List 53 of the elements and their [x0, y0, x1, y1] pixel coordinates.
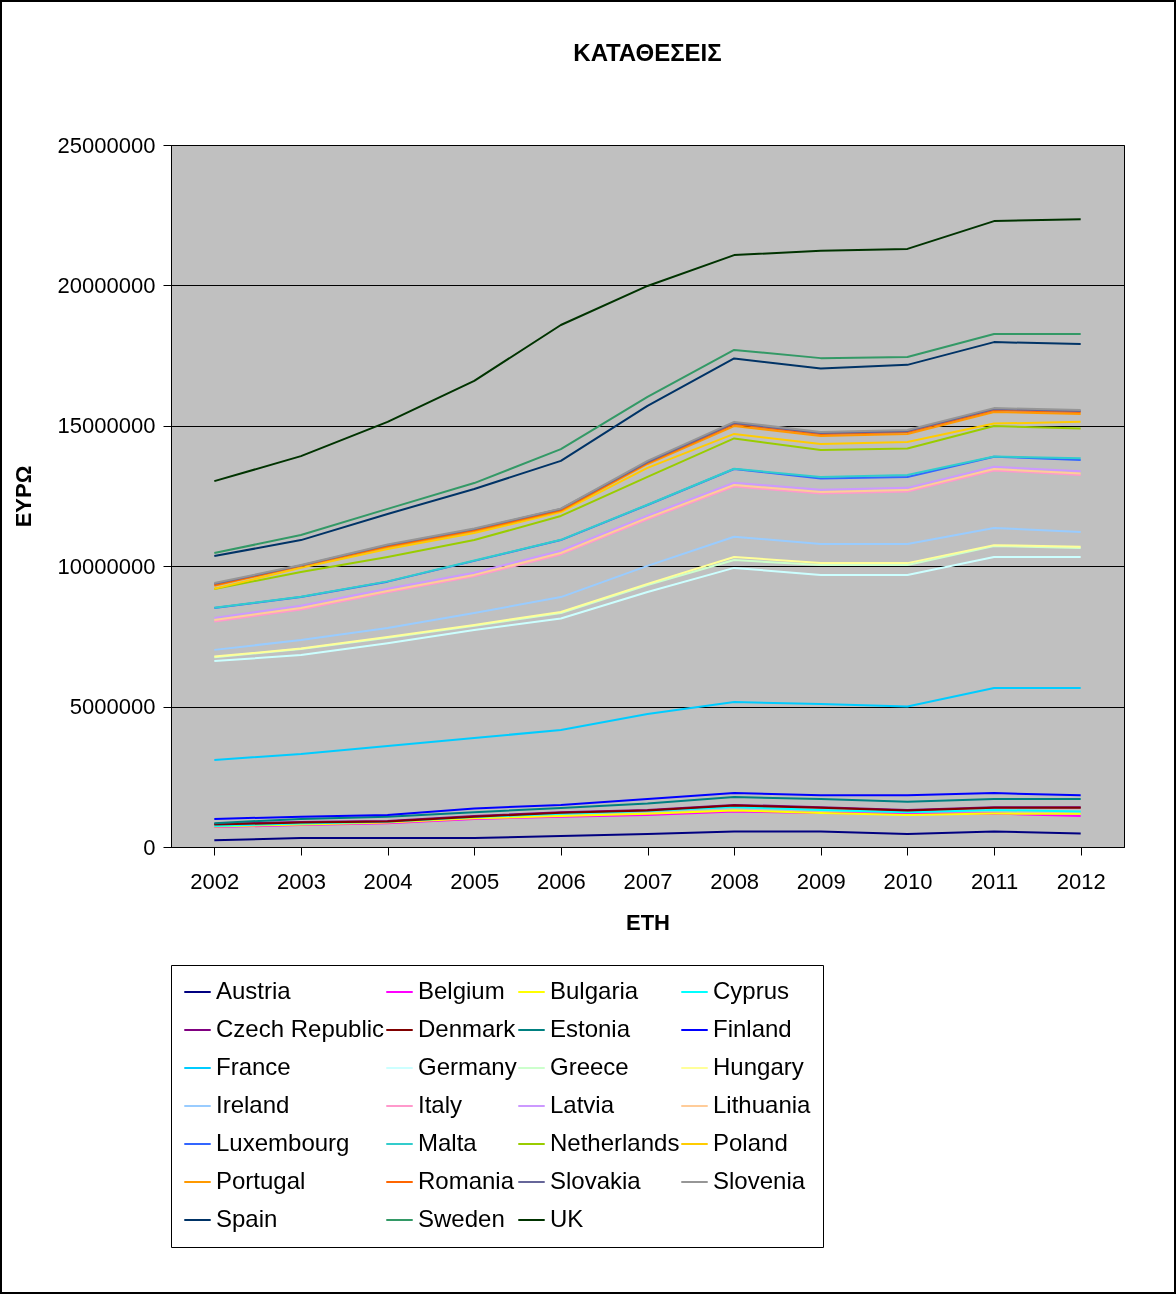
- line-series: [213, 687, 1082, 761]
- legend-label: Poland: [713, 1129, 788, 1156]
- x-tick-label: 2008: [710, 868, 760, 894]
- legend-label: Luxembourg: [216, 1129, 350, 1156]
- x-tick-label: 2005: [450, 868, 500, 894]
- line-series: [213, 796, 1082, 825]
- legend-label: Germany: [418, 1053, 517, 1080]
- legend-label: Denmark: [418, 1015, 517, 1042]
- legend-label: Spain: [216, 1205, 278, 1232]
- legend-label: Romania: [418, 1167, 515, 1194]
- x-tick-label: 2002: [190, 868, 240, 894]
- legend-label: Malta: [418, 1129, 478, 1156]
- legend-label: Slovakia: [550, 1167, 642, 1194]
- legend-label: Netherlands: [550, 1129, 680, 1156]
- legend-label: Belgium: [418, 977, 505, 1004]
- x-tick-label: 2004: [363, 868, 413, 894]
- y-tick-label: 10000000: [57, 553, 156, 579]
- line-series: [213, 218, 1082, 483]
- line-series: [213, 830, 1082, 842]
- x-tick-label: 2009: [796, 868, 846, 894]
- legend-label: UK: [550, 1205, 584, 1232]
- x-tick-label: 2012: [1056, 868, 1106, 894]
- x-tick-label: 2006: [536, 868, 586, 894]
- y-tick-label: 0: [143, 834, 156, 860]
- line-series: [213, 792, 1082, 820]
- legend-label: Latvia: [550, 1091, 615, 1118]
- legend-label: Portugal: [216, 1167, 306, 1194]
- legend-label: Cyprus: [713, 977, 790, 1004]
- y-tick-label: 5000000: [69, 694, 156, 720]
- chart-title: ΚΑΤΑΘΕΣΕΙΣ: [573, 39, 722, 66]
- x-tick-label: 2011: [970, 868, 1019, 894]
- legend-label: Lithuania: [713, 1091, 812, 1118]
- x-tick-label: 2010: [883, 868, 933, 894]
- legend-label: Slovenia: [713, 1167, 806, 1194]
- legend-label: Estonia: [550, 1015, 631, 1042]
- legend-label: Sweden: [418, 1205, 505, 1232]
- legend-label: Finland: [713, 1015, 792, 1042]
- legend-label: Hungary: [713, 1053, 804, 1080]
- legend-label: Bulgaria: [550, 977, 639, 1004]
- x-axis-title: ΕΤΗ: [626, 909, 670, 935]
- y-tick-label: 20000000: [57, 272, 156, 298]
- legend-label: Austria: [216, 977, 292, 1004]
- legend-label: Czech Republic: [216, 1015, 385, 1042]
- y-axis-title: ΕΥΡΩ: [10, 465, 36, 528]
- legend-label: Greece: [550, 1053, 629, 1080]
- x-tick-label: 2003: [276, 868, 326, 894]
- y-tick-label: 15000000: [57, 413, 156, 439]
- legend-label: Ireland: [216, 1091, 290, 1118]
- legend-label: France: [216, 1053, 291, 1080]
- legend-label: Italy: [418, 1091, 463, 1118]
- y-tick-label: 25000000: [57, 132, 156, 158]
- line-series: [213, 527, 1082, 651]
- x-tick-label: 2007: [623, 868, 673, 894]
